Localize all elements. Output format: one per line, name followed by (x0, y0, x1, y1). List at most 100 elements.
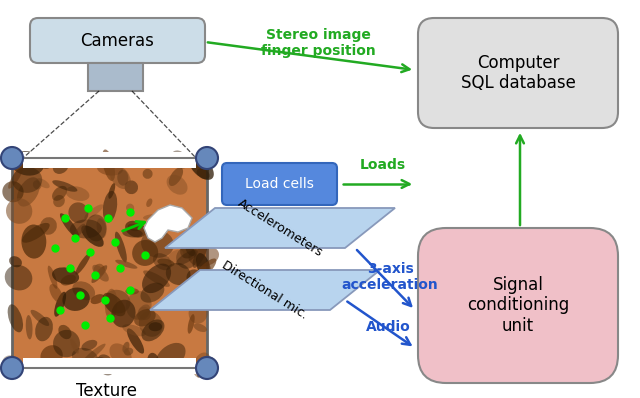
Ellipse shape (35, 317, 53, 341)
Ellipse shape (36, 178, 50, 188)
Ellipse shape (92, 265, 109, 282)
Ellipse shape (17, 177, 40, 207)
Ellipse shape (188, 314, 195, 334)
Ellipse shape (102, 293, 125, 316)
Text: 3-axis
acceleration: 3-axis acceleration (342, 262, 438, 292)
Ellipse shape (49, 284, 63, 303)
FancyBboxPatch shape (418, 228, 618, 383)
Ellipse shape (70, 219, 102, 238)
Ellipse shape (93, 264, 105, 276)
Ellipse shape (148, 322, 162, 331)
Ellipse shape (22, 223, 50, 243)
Ellipse shape (176, 250, 198, 265)
Polygon shape (165, 208, 395, 248)
Ellipse shape (3, 181, 24, 202)
Ellipse shape (74, 224, 85, 238)
Ellipse shape (193, 223, 205, 237)
Polygon shape (150, 270, 380, 310)
Ellipse shape (97, 162, 123, 176)
Ellipse shape (153, 253, 172, 270)
Text: Load cells: Load cells (245, 177, 314, 191)
Ellipse shape (111, 300, 136, 328)
Ellipse shape (193, 224, 207, 249)
Ellipse shape (9, 256, 22, 267)
Ellipse shape (53, 330, 80, 357)
FancyBboxPatch shape (30, 18, 205, 63)
Text: Directional mic.: Directional mic. (220, 258, 310, 322)
Bar (12, 158, 207, 368)
Circle shape (196, 147, 218, 169)
Ellipse shape (72, 348, 98, 367)
Ellipse shape (186, 246, 195, 256)
Ellipse shape (48, 265, 58, 289)
Ellipse shape (188, 246, 219, 267)
Ellipse shape (190, 291, 207, 309)
Ellipse shape (143, 270, 170, 287)
Ellipse shape (108, 183, 115, 199)
Ellipse shape (127, 328, 144, 354)
Ellipse shape (12, 167, 42, 193)
Ellipse shape (76, 253, 91, 275)
Ellipse shape (197, 357, 207, 377)
Ellipse shape (194, 324, 207, 332)
Ellipse shape (192, 258, 216, 283)
Ellipse shape (81, 343, 106, 364)
Ellipse shape (60, 213, 79, 238)
Ellipse shape (52, 180, 77, 192)
Ellipse shape (2, 355, 22, 377)
Ellipse shape (109, 165, 131, 189)
Ellipse shape (58, 325, 72, 339)
Ellipse shape (104, 290, 131, 314)
Ellipse shape (102, 150, 115, 181)
Ellipse shape (81, 340, 97, 351)
Ellipse shape (21, 224, 46, 259)
Ellipse shape (141, 230, 174, 258)
Ellipse shape (139, 311, 163, 337)
Ellipse shape (168, 250, 184, 263)
Ellipse shape (122, 324, 146, 336)
Ellipse shape (196, 356, 218, 378)
Ellipse shape (70, 338, 79, 354)
Text: Audio: Audio (365, 320, 410, 334)
Ellipse shape (166, 263, 191, 285)
Text: Accelerometers: Accelerometers (235, 197, 325, 259)
Ellipse shape (103, 191, 117, 222)
Ellipse shape (8, 304, 23, 332)
Ellipse shape (72, 281, 95, 300)
Ellipse shape (8, 167, 23, 189)
Ellipse shape (141, 320, 164, 341)
Circle shape (1, 147, 23, 169)
Ellipse shape (126, 204, 134, 212)
Ellipse shape (26, 315, 33, 339)
Bar (23, 358, 196, 374)
Ellipse shape (4, 265, 33, 291)
Ellipse shape (122, 342, 129, 353)
Ellipse shape (52, 267, 79, 284)
Ellipse shape (143, 169, 152, 179)
Ellipse shape (36, 154, 52, 169)
Ellipse shape (157, 259, 175, 267)
Ellipse shape (33, 180, 42, 189)
Ellipse shape (169, 168, 183, 186)
Ellipse shape (146, 199, 152, 207)
Ellipse shape (140, 283, 164, 302)
Ellipse shape (143, 214, 163, 220)
Ellipse shape (137, 304, 150, 320)
Ellipse shape (54, 292, 66, 317)
Ellipse shape (61, 275, 76, 285)
Ellipse shape (53, 195, 65, 207)
Ellipse shape (125, 288, 139, 295)
Ellipse shape (117, 170, 129, 186)
Ellipse shape (105, 289, 117, 320)
Ellipse shape (40, 217, 57, 235)
Bar (88, 63, 143, 91)
Ellipse shape (81, 225, 104, 247)
Ellipse shape (122, 229, 143, 238)
Ellipse shape (62, 287, 90, 311)
Ellipse shape (166, 175, 188, 195)
Ellipse shape (180, 240, 197, 258)
Text: Stereo image
finger position: Stereo image finger position (260, 28, 376, 58)
Ellipse shape (196, 253, 211, 280)
Ellipse shape (132, 240, 158, 266)
Ellipse shape (156, 343, 186, 371)
